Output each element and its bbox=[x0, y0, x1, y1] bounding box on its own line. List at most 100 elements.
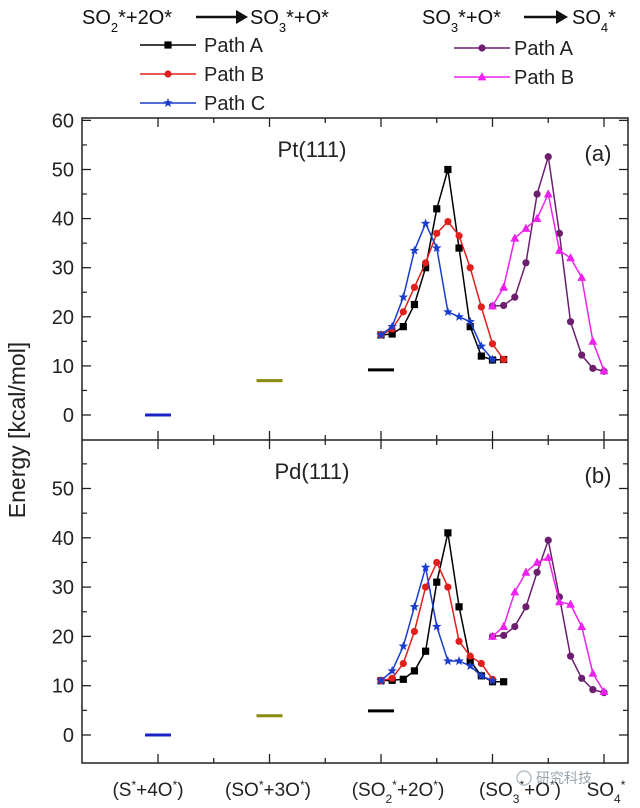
data-point bbox=[488, 340, 497, 348]
data-point bbox=[533, 190, 541, 198]
legend-1-reaction: SO2*+2O* bbox=[82, 7, 172, 35]
data-point bbox=[577, 621, 587, 630]
data-point bbox=[543, 189, 553, 198]
y-tick-label: 40 bbox=[52, 528, 74, 550]
data-point bbox=[454, 656, 464, 666]
series-line bbox=[491, 191, 605, 372]
data-point bbox=[422, 259, 430, 267]
x-label-so2-2o: (SO2*+2O*) bbox=[352, 778, 445, 806]
data-point bbox=[410, 283, 419, 291]
plot-area: 0 10 20 30 40 50 60 Pt(111) (a) 0 10 20 30 40 50 Pd(111… bbox=[52, 110, 629, 764]
data-point bbox=[444, 583, 452, 591]
data-point bbox=[566, 652, 575, 660]
data-point bbox=[566, 318, 575, 326]
data-point bbox=[399, 659, 407, 668]
data-point bbox=[522, 603, 530, 611]
legend-2-marker bbox=[477, 72, 487, 81]
data-point bbox=[433, 205, 441, 213]
data-point bbox=[409, 601, 420, 611]
watermark-text: 研究科技 bbox=[536, 771, 592, 787]
data-point bbox=[420, 218, 431, 228]
panel-label: (a) bbox=[585, 141, 612, 166]
data-point bbox=[444, 529, 452, 537]
legend-1-entries: Path A Path B Path C bbox=[140, 35, 265, 115]
series-path_a_2 bbox=[488, 536, 608, 697]
data-point bbox=[431, 243, 442, 253]
data-point bbox=[521, 223, 531, 232]
data-point bbox=[500, 631, 508, 640]
data-point bbox=[443, 656, 453, 666]
panel-title: Pd(111) bbox=[274, 459, 349, 484]
y-tick-label: 20 bbox=[52, 307, 74, 329]
data-point bbox=[555, 597, 564, 606]
data-point bbox=[487, 354, 498, 364]
data-point bbox=[376, 675, 386, 685]
legend-1-entry: Path A bbox=[140, 35, 264, 57]
data-point bbox=[399, 675, 407, 683]
data-point bbox=[422, 647, 430, 655]
data-point bbox=[488, 301, 497, 310]
data-point bbox=[398, 292, 409, 302]
series-line bbox=[492, 556, 605, 692]
panel-pt111: 0 10 20 30 40 50 60 Pt(111) (a) bbox=[52, 110, 628, 427]
data-point bbox=[500, 678, 508, 686]
data-point bbox=[589, 364, 597, 372]
data-point bbox=[399, 308, 407, 316]
panel-pd111: 0 10 20 30 40 50 Pd(111) (b) bbox=[52, 459, 628, 747]
data-point bbox=[599, 366, 609, 375]
data-point bbox=[433, 578, 441, 586]
x-label-so4: SO4* bbox=[587, 778, 626, 806]
series-path_b_1 bbox=[377, 217, 508, 364]
watermark-logo-icon bbox=[516, 770, 532, 786]
data-point bbox=[465, 660, 475, 671]
legend-group-2: SO3*+O* SO4* Path A Path B bbox=[422, 7, 616, 89]
legend-2-marker bbox=[478, 44, 486, 52]
legend-2-reaction-product: SO4* bbox=[572, 7, 616, 35]
data-point bbox=[376, 329, 386, 340]
legend-2-entry: Path A bbox=[454, 38, 574, 60]
series-line bbox=[380, 169, 504, 361]
data-point bbox=[500, 355, 508, 364]
legend-1-label: Path A bbox=[204, 35, 264, 57]
data-point bbox=[555, 245, 564, 254]
data-point bbox=[410, 667, 419, 675]
data-point bbox=[410, 300, 419, 309]
y-tick-label: 10 bbox=[52, 676, 74, 698]
data-point bbox=[577, 272, 587, 281]
legend-2-entries: Path A Path B bbox=[454, 38, 574, 89]
y-tick-label: 60 bbox=[52, 110, 74, 132]
data-point bbox=[422, 264, 430, 272]
data-point bbox=[455, 232, 463, 240]
data-point bbox=[433, 558, 441, 567]
data-point bbox=[532, 557, 542, 566]
y-tick-label: 20 bbox=[52, 626, 74, 648]
data-point bbox=[566, 599, 575, 608]
legend-1-marker bbox=[163, 98, 173, 108]
y-tick-label: 50 bbox=[52, 479, 74, 501]
data-point bbox=[466, 652, 474, 660]
y-tick-label: 0 bbox=[63, 405, 74, 427]
data-point bbox=[487, 675, 498, 685]
data-point bbox=[522, 259, 530, 267]
legend-1-reaction-product: SO3*+O* bbox=[250, 7, 329, 35]
data-point bbox=[422, 583, 430, 591]
data-point bbox=[410, 627, 419, 636]
data-point bbox=[511, 622, 519, 631]
data-point bbox=[499, 621, 509, 630]
series-path_a_2 bbox=[488, 153, 608, 375]
series-path_b_2 bbox=[488, 552, 609, 696]
data-point bbox=[409, 245, 420, 255]
data-point bbox=[543, 552, 553, 561]
legend-2-arrow-head bbox=[556, 10, 568, 24]
data-point bbox=[578, 351, 586, 359]
data-point bbox=[455, 244, 463, 252]
data-point bbox=[454, 311, 464, 321]
data-point bbox=[500, 301, 508, 310]
data-point bbox=[387, 665, 397, 675]
data-point bbox=[533, 568, 541, 576]
data-point bbox=[466, 264, 474, 272]
legend-1-arrow-head bbox=[236, 10, 248, 24]
x-label-s-4o: (S*+4O*) bbox=[112, 778, 183, 801]
data-point bbox=[578, 674, 586, 682]
